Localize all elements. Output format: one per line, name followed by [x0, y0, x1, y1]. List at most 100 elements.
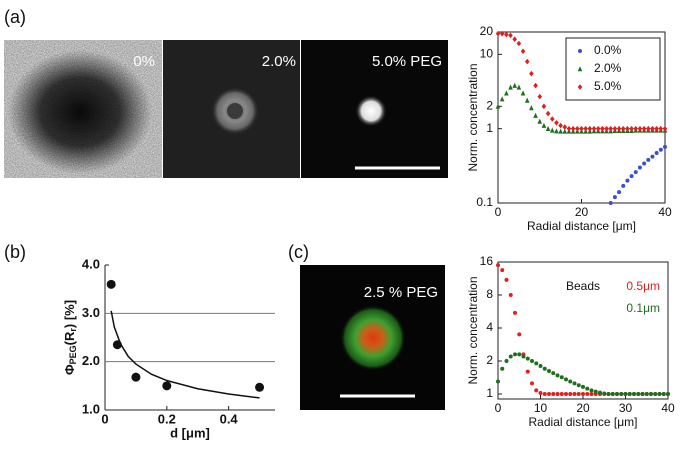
- marker: [517, 332, 522, 337]
- marker: [595, 125, 601, 132]
- marker: [576, 391, 581, 396]
- y-axis-label-part: r: [68, 328, 78, 332]
- marker: [576, 383, 581, 388]
- marker: [255, 382, 265, 392]
- marker: [529, 105, 534, 111]
- marker: [542, 391, 547, 396]
- marker: [524, 58, 530, 65]
- marker: [572, 391, 577, 396]
- marker: [162, 381, 172, 391]
- marker: [585, 386, 590, 391]
- marker: [629, 174, 634, 179]
- y-tick-label: 20: [480, 24, 494, 38]
- marker: [587, 125, 593, 132]
- marker: [612, 195, 617, 200]
- marker: [642, 161, 647, 166]
- x-tick-label: 10: [534, 401, 548, 415]
- marker: [520, 90, 526, 96]
- marker: [558, 122, 563, 129]
- marker: [547, 369, 551, 374]
- image-label: 2.0%: [262, 53, 296, 70]
- marker: [549, 127, 555, 133]
- marker: [538, 364, 543, 369]
- marker: [633, 125, 639, 132]
- marker: [541, 122, 547, 128]
- marker: [650, 154, 655, 159]
- marker: [516, 40, 522, 47]
- y-tick-label: 2: [486, 98, 493, 112]
- marker: [641, 125, 647, 132]
- chart: 0.1 1 2 10 20 0 20 40 Radial distance [μm] Norm. …: [466, 24, 672, 233]
- marker: [559, 375, 564, 380]
- marker: [495, 103, 501, 109]
- marker: [530, 381, 534, 386]
- marker: [496, 379, 500, 384]
- marker: [625, 125, 630, 132]
- marker: [666, 391, 670, 396]
- marker: [581, 384, 585, 389]
- marker: [512, 36, 517, 43]
- panel-label: (c): [288, 242, 309, 262]
- y-tick-label: 8: [486, 287, 493, 301]
- marker: [572, 381, 577, 386]
- legend-marker: [577, 84, 583, 90]
- legend-label: 0.1μm: [626, 301, 660, 315]
- panel-label: (a): [4, 7, 26, 27]
- marker: [623, 391, 628, 396]
- marker: [663, 144, 667, 149]
- y-axis-label-part: (R: [62, 331, 77, 345]
- y-tick-label: 16: [480, 254, 494, 268]
- marker: [658, 147, 663, 152]
- marker: [627, 391, 632, 396]
- marker: [654, 151, 659, 156]
- marker: [581, 391, 585, 396]
- marker: [525, 369, 530, 374]
- y-tick-label: 4.0: [82, 256, 100, 271]
- marker: [657, 391, 662, 396]
- marker: [637, 165, 642, 170]
- x-tick-label: 40: [661, 401, 675, 415]
- marker: [541, 103, 547, 110]
- y-axis-label: ΦPEG(Rr) [%]: [62, 300, 78, 375]
- marker: [636, 391, 641, 396]
- legend-box: [565, 37, 661, 101]
- marker: [621, 183, 626, 188]
- marker: [555, 391, 560, 396]
- legend-marker: [577, 66, 583, 72]
- marker: [500, 366, 505, 371]
- image-ring-core: [227, 103, 243, 119]
- y-tick-label: 2: [486, 353, 493, 367]
- x-tick-label: 0.4: [220, 411, 239, 426]
- marker: [555, 373, 560, 378]
- marker: [537, 93, 543, 100]
- marker: [606, 391, 611, 396]
- marker: [551, 371, 556, 376]
- y-tick-label: 10: [480, 47, 494, 61]
- marker: [564, 391, 568, 396]
- marker: [564, 377, 568, 382]
- marker: [619, 391, 624, 396]
- marker: [589, 388, 594, 393]
- marker: [558, 128, 563, 134]
- marker: [654, 125, 659, 132]
- marker: [534, 361, 539, 366]
- marker: [575, 125, 580, 132]
- x-axis-label: d [μm]: [170, 425, 210, 440]
- marker: [530, 358, 534, 363]
- marker: [653, 391, 658, 396]
- marker: [549, 116, 555, 122]
- image-void: [8, 50, 152, 174]
- marker: [512, 82, 517, 88]
- y-axis-label: Norm. concentration: [466, 63, 480, 171]
- marker: [517, 352, 522, 357]
- y-axis-label-part: ) [%]: [62, 300, 77, 328]
- marker: [579, 125, 584, 132]
- y-axis-label: Norm. concentration: [466, 276, 480, 384]
- x-tick-label: 0: [101, 411, 108, 426]
- legend-label: 5.0%: [594, 79, 622, 93]
- marker: [610, 391, 615, 396]
- marker: [649, 391, 653, 396]
- marker: [524, 97, 530, 103]
- marker: [533, 82, 538, 89]
- x-tick-label: 0: [495, 401, 502, 415]
